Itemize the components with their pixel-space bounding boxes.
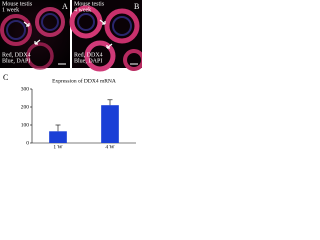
panel-caption: 4 week <box>74 7 91 13</box>
panel-caption: Mouse testis <box>74 1 105 7</box>
panel-caption: Mouse testis <box>2 1 33 7</box>
micrograph-a <box>0 0 70 70</box>
panel-caption: 1 week <box>2 7 19 13</box>
panel-stain: Blue, DAPI <box>74 58 102 64</box>
bar <box>49 131 67 143</box>
y-tick-label: 200 <box>21 104 30 110</box>
chart-title: Expression of DDX4 mRNA <box>52 77 116 84</box>
panel-label: C <box>3 73 8 82</box>
panel-stain: Blue, DAPI <box>2 58 30 64</box>
panel-label: B <box>134 2 139 11</box>
bar <box>101 105 119 143</box>
y-tick-label: 0 <box>26 140 29 146</box>
page: {"panels": [ {"label": "A", "caption": [… <box>0 0 142 150</box>
y-tick-label: 100 <box>21 122 30 128</box>
micrograph-b <box>69 0 142 72</box>
panel-stain: Red, DDX4 <box>2 52 31 58</box>
y-tick-label: 300 <box>21 86 30 92</box>
x-tick-label: 4 W <box>105 144 115 150</box>
chart: C Expression of DDX4 mRNA 0 100 200 300 1 W 4… <box>3 73 136 150</box>
panel-label: A <box>62 2 68 11</box>
x-tick-label: 1 W <box>53 144 63 150</box>
panel-stain: Red, DDX4 <box>74 52 103 58</box>
